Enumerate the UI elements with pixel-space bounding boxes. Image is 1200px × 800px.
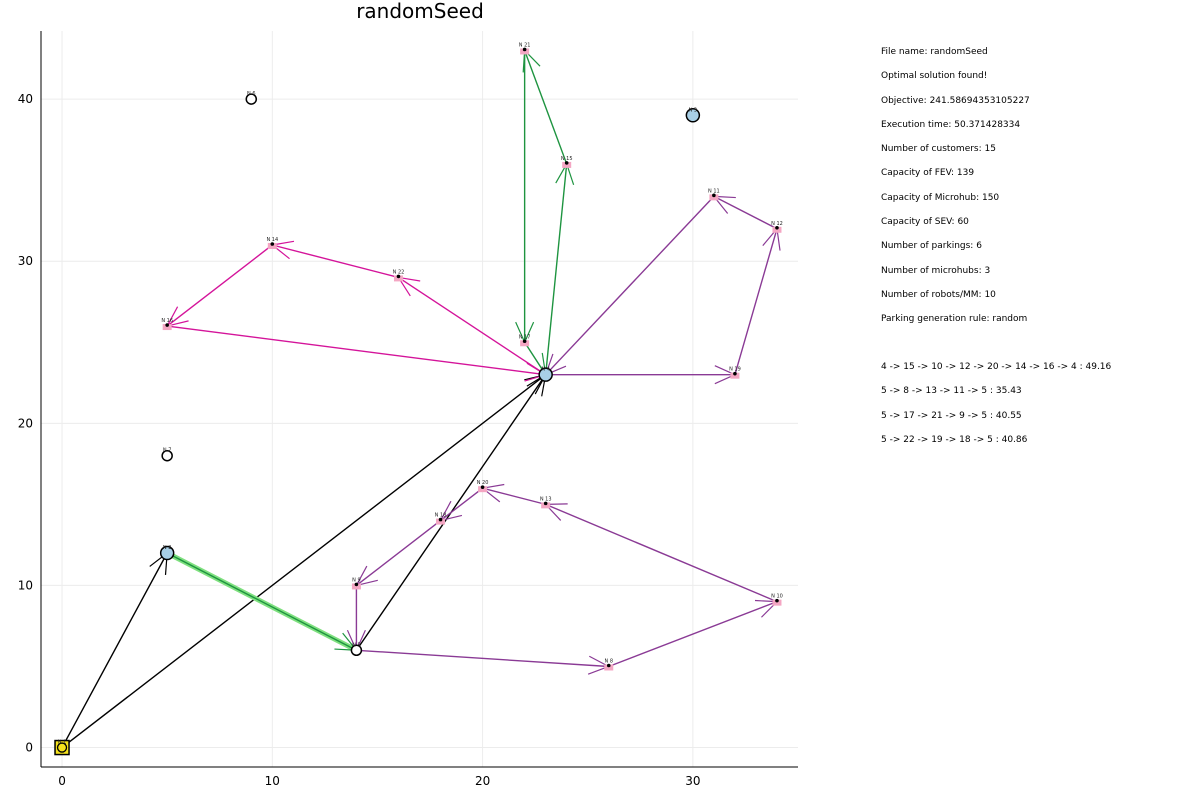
node-microhub: N 3 xyxy=(685,107,701,123)
y-tick-label: 30 xyxy=(18,254,33,268)
node-label: N 2 xyxy=(163,545,172,551)
node-customer: N 16 xyxy=(161,318,173,331)
node-label: N 17 xyxy=(519,334,531,340)
x-tick-label: 10 xyxy=(265,774,280,788)
route-summary-line: 5 -> 8 -> 13 -> 11 -> 5 : 35.43 xyxy=(881,386,1022,397)
info-line: Number of robots/MM: 10 xyxy=(881,289,996,300)
y-tick-label: 40 xyxy=(18,92,33,106)
node-label: N 12 xyxy=(771,221,783,227)
node-label: N 3 xyxy=(689,107,698,113)
y-tick-label: 20 xyxy=(18,416,33,430)
routes-panel: 4 -> 15 -> 10 -> 12 -> 20 -> 14 -> 16 ->… xyxy=(881,359,1181,456)
node-customer: N 19 xyxy=(729,367,741,379)
nodes: N 1 N 4 N 5 N 2 N 3 N 6 N 7 N 8 N 9 N 10 N 11 N 12 N… xyxy=(54,42,783,756)
node-customer: N 8 xyxy=(604,658,614,671)
info-line: Parking generation rule: random xyxy=(881,314,1028,325)
node-label: N 8 xyxy=(604,658,613,664)
axes xyxy=(40,31,798,768)
info-line: Number of customers: 15 xyxy=(881,144,996,155)
node-label: N 21 xyxy=(519,42,531,48)
x-tick-label: 20 xyxy=(475,774,490,788)
node-label: N 6 xyxy=(247,91,256,97)
node-label: N 10 xyxy=(771,594,783,600)
info-line: Number of parkings: 6 xyxy=(881,241,982,252)
route-arcs xyxy=(61,50,781,749)
y-tick-label: 10 xyxy=(18,578,33,592)
chart-title: randomSeed xyxy=(356,0,484,23)
node-microhub: N 4 xyxy=(538,367,553,382)
node-label: N 20 xyxy=(477,480,489,486)
info-line: Optimal solution found! xyxy=(881,71,988,82)
node-label: N 7 xyxy=(163,448,172,454)
x-tick-label: 30 xyxy=(685,774,700,788)
node-customer: N 21 xyxy=(519,42,531,55)
node-parking: N 7 xyxy=(161,448,173,462)
node-label: N 22 xyxy=(393,269,405,275)
node-label: N 14 xyxy=(266,237,278,243)
node-label: N 5 xyxy=(352,642,361,648)
tick-labels: 0 10 20 30 0 10 20 30 40 xyxy=(18,92,701,788)
node-label: N 18 xyxy=(435,513,447,519)
info-line: File name: randomSeed xyxy=(881,47,988,57)
node-label: N 11 xyxy=(708,188,720,194)
node-customer: N 12 xyxy=(771,221,783,233)
node-customer: N 22 xyxy=(393,269,405,282)
node-label: N 9 xyxy=(352,577,361,583)
node-parking: N 6 xyxy=(245,91,258,105)
info-panel: File name: randomSeed Optimal solution fo… xyxy=(881,44,1181,336)
route-summary-line: 5 -> 22 -> 19 -> 18 -> 5 : 40.86 xyxy=(881,434,1028,445)
info-line: Capacity of FEV: 139 xyxy=(881,168,975,179)
info-line: Number of microhubs: 3 xyxy=(881,265,991,276)
node-customer: N 11 xyxy=(708,188,720,201)
node-customer: N 9 xyxy=(351,577,361,590)
node-customer: N 13 xyxy=(540,496,552,509)
node-label: N 15 xyxy=(561,156,573,162)
node-depot: N 1 xyxy=(54,740,70,756)
node-label: N 13 xyxy=(540,496,552,502)
node-customer: N 20 xyxy=(477,480,489,493)
node-customer: N 14 xyxy=(266,237,278,249)
grid-lines xyxy=(41,31,798,767)
info-line: Capacity of SEV: 60 xyxy=(881,217,969,228)
y-tick-label: 0 xyxy=(25,741,33,755)
node-customer: N 10 xyxy=(771,594,783,606)
info-line: Capacity of Microhub: 150 xyxy=(881,192,1000,203)
info-line: Execution time: 50.371428334 xyxy=(881,119,1021,130)
node-label: N 1 xyxy=(58,740,67,746)
route-summary-line: 5 -> 17 -> 21 -> 9 -> 5 : 40.55 xyxy=(881,410,1022,421)
route-summary-line: 4 -> 15 -> 10 -> 12 -> 20 -> 14 -> 16 ->… xyxy=(881,362,1112,372)
node-parking: N 5 xyxy=(350,642,363,657)
node-label: N 4 xyxy=(541,367,550,373)
x-tick-label: 0 xyxy=(58,774,66,788)
node-customer: N 15 xyxy=(561,156,573,168)
info-line: Objective: 241.58694353105227 xyxy=(881,95,1030,106)
node-label: N 19 xyxy=(729,367,741,373)
node-microhub: N 2 xyxy=(159,545,175,561)
route-arc-green xyxy=(515,50,535,343)
node-customer: N 17 xyxy=(519,334,531,347)
node-label: N 16 xyxy=(161,318,173,324)
node-customer: N 18 xyxy=(435,513,447,525)
